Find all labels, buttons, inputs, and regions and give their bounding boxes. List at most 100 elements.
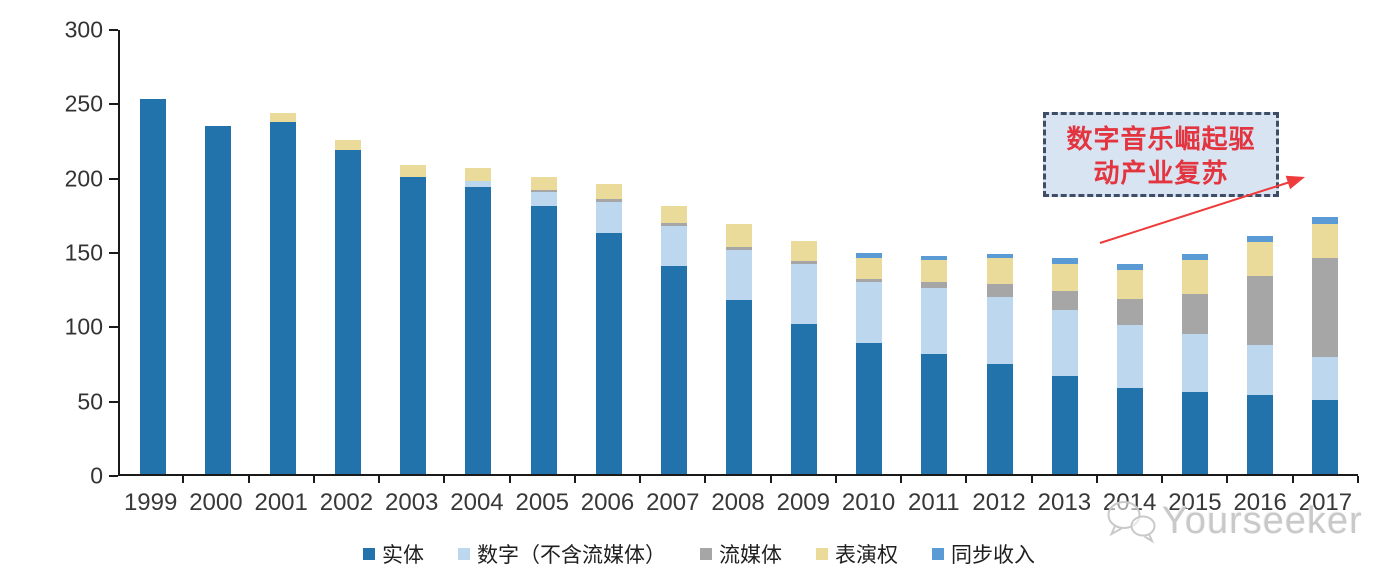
x-axis-label-2006: 2006: [580, 489, 635, 516]
segment: [1051, 291, 1078, 311]
y-tick: [109, 400, 118, 403]
segment: [1182, 259, 1209, 295]
bar-slot-2017: [1293, 30, 1358, 474]
segment: [725, 224, 752, 247]
x-tick: [312, 476, 315, 483]
x-tick: [1030, 476, 1033, 483]
bar-slot-2011: [902, 30, 967, 474]
bar-slot-2002: [315, 30, 380, 474]
bar-slot-2004: [446, 30, 511, 474]
y-tick: [109, 326, 118, 329]
x-axis-label-2016: 2016: [1233, 489, 1287, 516]
segment: [595, 184, 622, 199]
x-axis-label-2007: 2007: [646, 489, 700, 516]
segment: [1116, 325, 1143, 388]
bar-slot-2010: [837, 30, 902, 474]
x-axis-label-2004: 2004: [450, 489, 504, 516]
segment: [1182, 254, 1209, 260]
x-tick: [182, 476, 185, 483]
segment: [660, 222, 687, 226]
stacked-bar-2010: [856, 252, 883, 474]
y-tick-label: 200: [64, 165, 103, 192]
segment: [204, 126, 231, 474]
segment: [1051, 375, 1078, 474]
x-tick: [1226, 476, 1229, 483]
stacked-bar-2011: [921, 255, 948, 474]
x-axis-labels: 1999 2000 2001 2002 2003 2004 2005 2006 2007 2008…: [118, 489, 1358, 517]
bar-slot-2016: [1228, 30, 1293, 474]
y-tick: [109, 475, 118, 477]
segment: [791, 323, 818, 474]
bar-slot-2007: [641, 30, 706, 474]
annotation-callout: 数字音乐崛起驱 动产业复苏: [1043, 112, 1279, 197]
bar-slot-2003: [381, 30, 446, 474]
stacked-bar-2007: [660, 206, 687, 474]
segment: [921, 259, 948, 283]
y-tick-label: 0: [90, 462, 103, 489]
segment: [530, 176, 557, 191]
segment: [986, 283, 1013, 298]
stacked-bar-2004: [465, 167, 492, 474]
x-axis-label-2002: 2002: [319, 489, 374, 516]
segment: [660, 206, 687, 223]
segment: [1312, 399, 1339, 474]
segment: [139, 99, 166, 474]
y-tick-label: 250: [64, 90, 103, 117]
y-tick: [109, 29, 118, 31]
stacked-bar-2002: [335, 139, 362, 474]
stacked-bar-2005: [530, 176, 557, 474]
stacked-bar-2008: [725, 224, 752, 474]
legend-item: 实体: [363, 539, 424, 569]
bar-slot-2001: [250, 30, 315, 474]
x-tick: [573, 476, 576, 483]
stacked-bar-2001: [269, 112, 296, 474]
stacked-bar-2012: [986, 254, 1013, 474]
stacked-bar-2016: [1247, 236, 1274, 474]
x-axis-label-2005: 2005: [515, 489, 569, 516]
y-tick: [109, 177, 118, 180]
legend-item: 流媒体: [700, 539, 782, 569]
legend-swatch-icon: [700, 548, 712, 560]
legend-label: 同步收入: [951, 544, 1035, 567]
segment: [1116, 387, 1143, 474]
x-tick: [900, 476, 903, 483]
bar-slot-2000: [185, 30, 250, 474]
bar-slot-2005: [511, 30, 576, 474]
y-tick-label: 150: [64, 239, 103, 266]
segment: [1247, 344, 1274, 396]
x-tick: [639, 476, 642, 483]
segment: [856, 282, 883, 344]
segment: [791, 261, 818, 265]
segment: [269, 112, 296, 122]
x-axis-label-2013: 2013: [1037, 489, 1092, 516]
segment: [400, 176, 427, 474]
x-axis-label-1999: 1999: [123, 489, 178, 516]
stacked-bar-2003: [400, 164, 427, 474]
x-axis-label-2017: 2017: [1298, 489, 1353, 516]
annotation-line2: 动产业复苏: [1093, 158, 1229, 188]
segment: [400, 164, 427, 177]
x-axis-label-2008: 2008: [711, 489, 765, 516]
bar-slot-1999: [120, 30, 185, 474]
y-tick-label: 50: [77, 388, 103, 415]
x-axis-label-2011: 2011: [908, 489, 960, 516]
legend-swatch-icon: [363, 548, 375, 560]
segment: [791, 264, 818, 324]
legend-swatch-icon: [816, 548, 828, 560]
legend-item: 同步收入: [932, 539, 1035, 569]
bar-slot-2012: [967, 30, 1032, 474]
bar-slot-2014: [1097, 30, 1162, 474]
segment: [530, 191, 557, 207]
x-axis-label-2010: 2010: [841, 489, 896, 516]
segment: [1312, 258, 1339, 357]
y-tick-label: 100: [64, 313, 103, 340]
stacked-bar-2015: [1182, 254, 1209, 474]
segment: [1247, 242, 1274, 277]
segment: [1247, 276, 1274, 345]
segment: [1051, 310, 1078, 376]
x-axis-label-2009: 2009: [776, 489, 830, 516]
stacked-bar-2009: [791, 240, 818, 474]
segment: [595, 233, 622, 474]
segment: [791, 240, 818, 262]
